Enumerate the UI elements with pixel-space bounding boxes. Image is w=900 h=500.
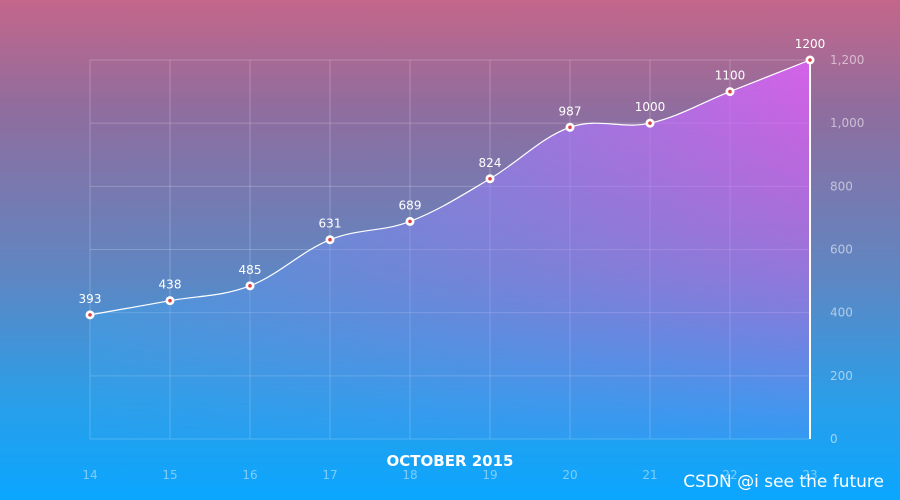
data-point-center (168, 298, 172, 303)
x-axis-ticks: 14 15 16 17 18 19 20 21 22 23 (82, 468, 817, 482)
data-label: 1000 (635, 100, 666, 114)
data-point-center (568, 125, 572, 130)
data-labels: 393 438 485 631 689 824 987 1000 1100 1200 (79, 37, 826, 306)
y-axis-ticks: 0 200 400 600 800 1,000 1,200 (830, 53, 864, 446)
data-label: 438 (159, 278, 182, 292)
x-tick-label: 17 (322, 468, 337, 482)
data-label: 1200 (795, 37, 826, 51)
y-tick-label: 800 (830, 179, 853, 193)
data-point-center (88, 313, 92, 317)
data-point-center (648, 121, 652, 125)
y-tick-label: 1,000 (830, 116, 864, 130)
data-point-center (808, 58, 812, 62)
y-tick-label: 1,200 (830, 53, 864, 67)
series-area-fill (90, 60, 810, 439)
x-tick-label: 20 (562, 468, 577, 482)
series-line-layer (89, 59, 811, 439)
data-label: 631 (319, 217, 342, 231)
y-tick-label: 600 (830, 243, 853, 257)
data-label: 689 (399, 198, 422, 212)
x-tick-label: 19 (482, 468, 497, 482)
x-axis-title: OCTOBER 2015 (387, 452, 514, 470)
watermark: CSDN @i see the future (683, 472, 884, 492)
data-points (85, 55, 815, 320)
x-tick-label: 21 (642, 468, 657, 482)
data-label: 824 (479, 156, 502, 170)
x-tick-label: 16 (242, 468, 257, 482)
area-fill-layer (90, 60, 810, 439)
x-tick-label: 18 (402, 468, 417, 482)
x-tick-label: 23 (802, 468, 817, 482)
data-point-center (728, 89, 732, 94)
data-point-center (488, 176, 492, 181)
data-label: 485 (239, 263, 262, 277)
x-tick-label: 14 (82, 468, 97, 482)
x-tick-label: 22 (722, 468, 737, 482)
data-point-center (408, 219, 412, 224)
series-line (89, 59, 811, 316)
data-label: 987 (559, 104, 582, 118)
y-tick-label: 400 (830, 306, 853, 320)
data-label: 393 (79, 292, 102, 306)
y-tick-label: 200 (830, 369, 853, 383)
x-tick-label: 15 (162, 468, 177, 482)
data-point-center (328, 237, 332, 242)
data-label: 1100 (715, 69, 746, 83)
y-tick-label: 0 (830, 432, 838, 446)
data-point-center (248, 284, 252, 288)
